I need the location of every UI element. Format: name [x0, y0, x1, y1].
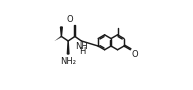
- Text: H: H: [79, 47, 85, 56]
- Text: O: O: [66, 15, 73, 24]
- Text: O: O: [132, 50, 138, 59]
- Polygon shape: [60, 27, 62, 36]
- Polygon shape: [67, 41, 69, 54]
- Text: NH: NH: [75, 42, 88, 51]
- Text: NH₂: NH₂: [60, 57, 76, 66]
